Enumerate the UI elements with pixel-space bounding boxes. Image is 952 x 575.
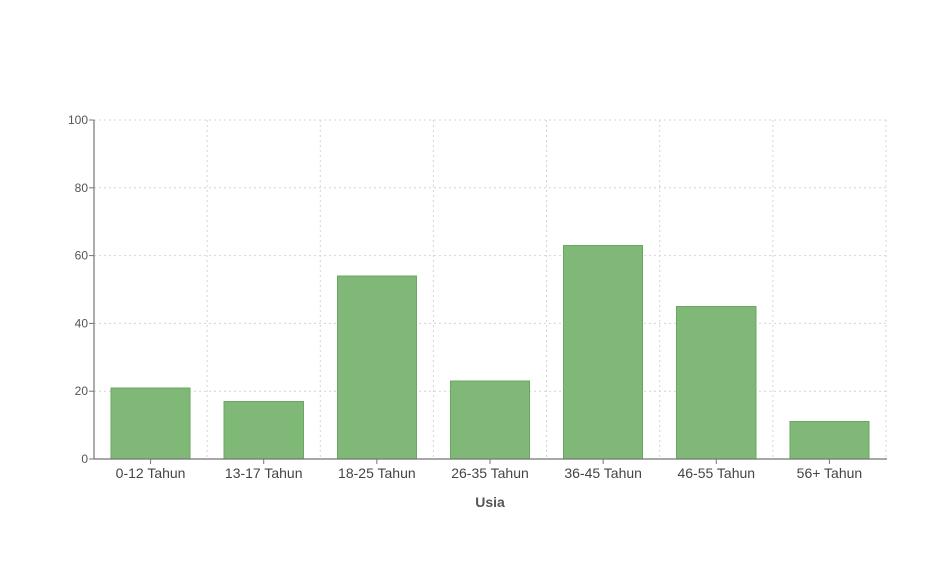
x-axis-title: Usia — [475, 494, 505, 510]
bars — [110, 244, 870, 460]
bar — [563, 244, 644, 460]
y-axis-ticks: 0 20 40 60 80 100 — [68, 113, 94, 466]
x-tick-label: 36-45 Tahun — [564, 465, 642, 481]
bar — [676, 305, 757, 460]
bar — [449, 380, 531, 460]
y-tick-label: 20 — [75, 384, 89, 398]
bar — [223, 400, 304, 460]
x-axis-ticks: 0-12 Tahun 13-17 Tahun 18-25 Tahun 26-35 Ta… — [116, 459, 863, 481]
y-tick-label: 80 — [75, 181, 89, 195]
x-tick-label: 18-25 Tahun — [338, 465, 416, 481]
grid — [94, 119, 887, 459]
x-tick-label: 56+ Tahun — [797, 465, 863, 481]
bar — [336, 275, 417, 460]
x-tick-label: 0-12 Tahun — [116, 465, 186, 481]
y-tick-label: 60 — [75, 249, 89, 263]
bar — [110, 387, 191, 460]
x-tick-label: 46-55 Tahun — [677, 465, 755, 481]
y-tick-label: 40 — [75, 316, 89, 330]
x-tick-label: 26-35 Tahun — [451, 465, 529, 481]
y-tick-label: 100 — [68, 113, 88, 127]
x-tick-label: 13-17 Tahun — [225, 465, 303, 481]
y-tick-label: 0 — [81, 452, 88, 466]
bar — [789, 421, 870, 460]
